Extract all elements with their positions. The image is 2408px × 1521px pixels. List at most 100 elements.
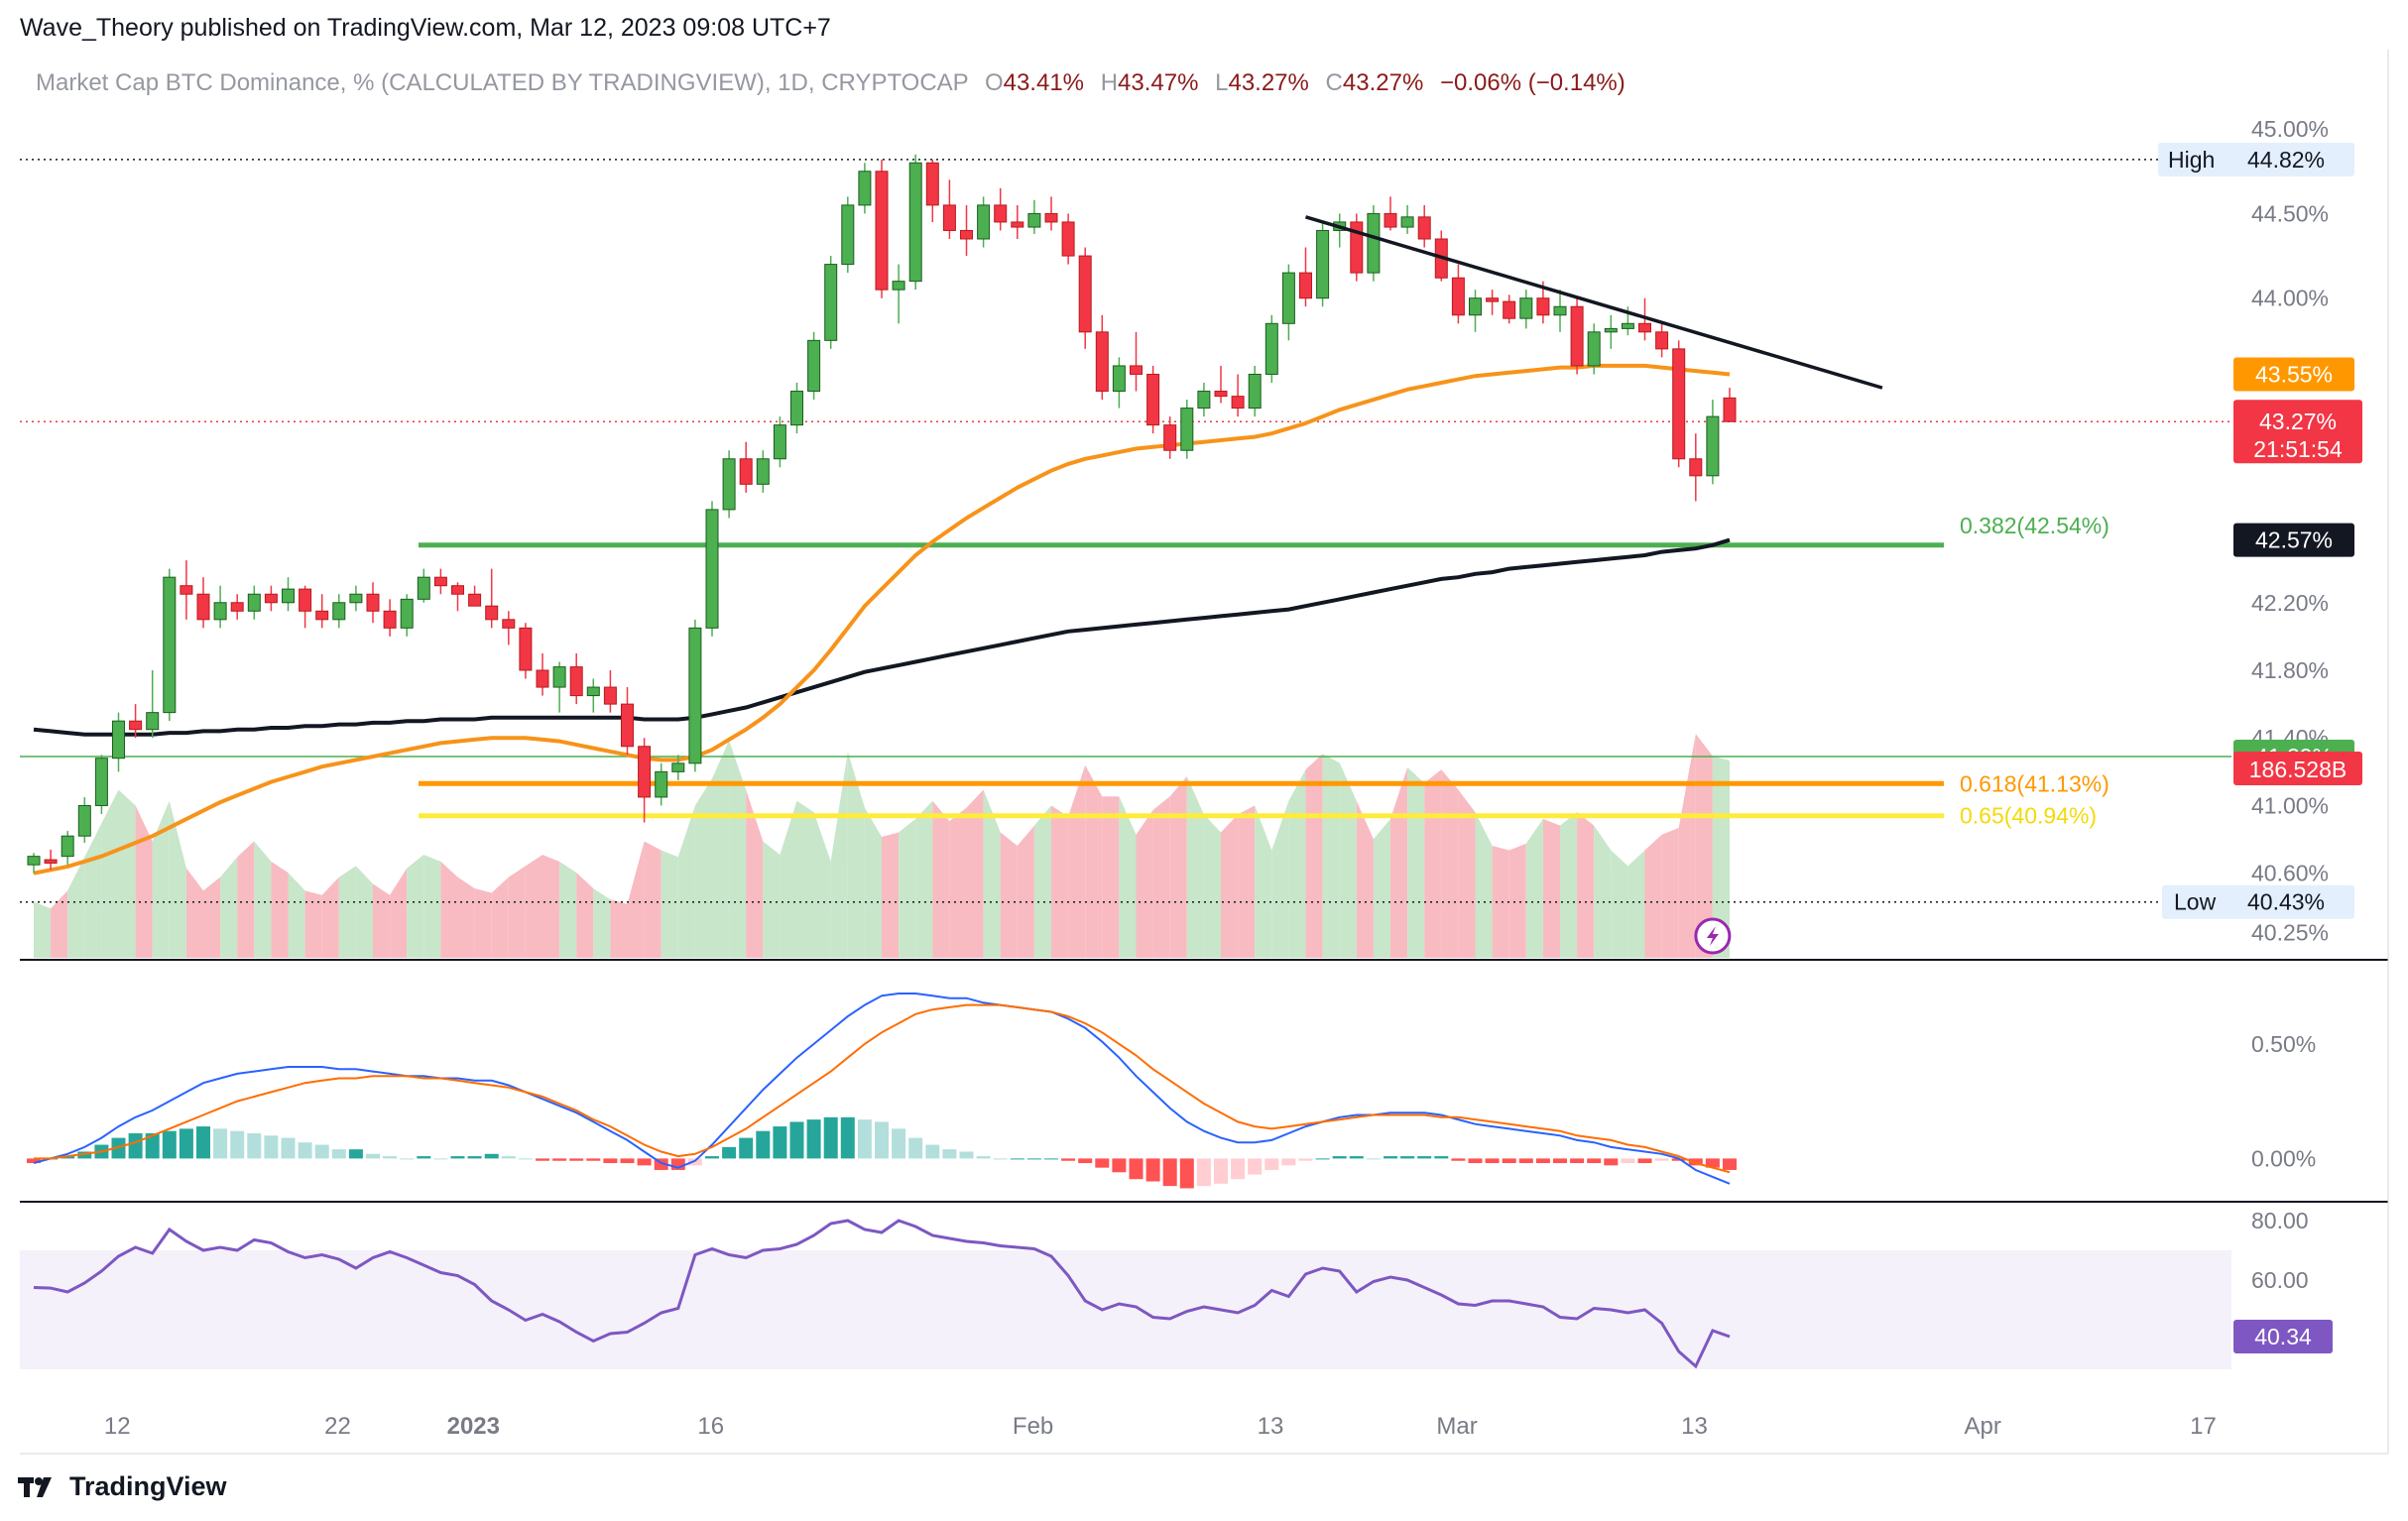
candle-body — [994, 204, 1008, 223]
candle-body — [1130, 365, 1143, 375]
volume-area — [373, 883, 391, 958]
volume-area — [1594, 825, 1612, 958]
high-label: High — [2168, 147, 2215, 173]
candle-body — [1570, 305, 1584, 367]
volume-area — [1271, 800, 1289, 958]
macd-histogram-bar — [654, 1158, 668, 1170]
volume-area — [949, 807, 967, 958]
volume-area — [169, 800, 186, 958]
candle-body — [129, 720, 143, 731]
macd-signal-line — [34, 1003, 1731, 1174]
macd-histogram-bar — [281, 1137, 296, 1159]
fast-ma-value-label-bg — [2233, 357, 2354, 392]
candle-body — [773, 424, 786, 460]
macd-histogram-bar — [1231, 1158, 1246, 1180]
candle-body — [1621, 322, 1634, 329]
fib-level-label: 0.382(42.54%) — [1960, 513, 2109, 538]
candle-body — [1095, 331, 1109, 393]
rsi-value-label-bg — [2233, 1320, 2333, 1353]
volume-area — [780, 800, 797, 958]
candle-body — [1197, 391, 1211, 410]
candle-body — [27, 856, 41, 866]
candle-body — [1044, 212, 1058, 223]
candle-body — [671, 762, 685, 772]
macd-histogram-bar — [1196, 1158, 1211, 1187]
candle-body — [1706, 415, 1720, 477]
volume-area — [1627, 850, 1645, 958]
macd-histogram-bar — [1248, 1158, 1263, 1175]
brand-name: TradingView — [69, 1471, 227, 1501]
volume-area — [813, 812, 831, 958]
macd-histogram-bar — [1129, 1158, 1144, 1180]
candle-body — [1503, 300, 1516, 319]
macd-histogram-bar — [1535, 1158, 1550, 1164]
volume-area — [1203, 814, 1221, 958]
macd-histogram-bar — [1468, 1158, 1483, 1164]
macd-histogram-bar — [1518, 1158, 1533, 1164]
candle-body — [60, 835, 74, 858]
volume-area — [1424, 769, 1442, 958]
candle-body — [586, 686, 600, 697]
candle-body — [739, 458, 753, 485]
volume-area — [644, 841, 662, 958]
candle-body — [315, 610, 329, 621]
volume-area — [84, 823, 102, 958]
volume-area — [1644, 834, 1662, 958]
high-key: H — [1100, 69, 1119, 96]
candle-body — [841, 204, 855, 266]
candle-body — [1604, 327, 1618, 333]
volume-area — [51, 890, 68, 958]
macd-histogram-bar — [128, 1132, 143, 1159]
volume-area — [1068, 764, 1086, 958]
macd-histogram-bar — [366, 1153, 380, 1159]
candle-body — [299, 588, 312, 612]
candle-body — [1536, 297, 1550, 316]
volume-area — [610, 899, 628, 958]
volume-value-label-bg — [2233, 752, 2362, 785]
time-axis-tick: 13 — [1681, 1413, 1708, 1440]
candle-body — [433, 576, 447, 587]
volume-area — [983, 789, 1001, 958]
symbol-title[interactable]: Market Cap BTC Dominance, % (CALCULATED … — [36, 69, 969, 96]
volume-area — [712, 740, 730, 958]
macd-histogram-bar — [569, 1158, 584, 1161]
volume-area — [576, 873, 594, 958]
volume-area — [627, 841, 645, 958]
volume-area — [1322, 754, 1340, 958]
macd-histogram-bar — [789, 1121, 804, 1159]
volume-area — [491, 877, 509, 958]
macd-histogram-bar — [976, 1156, 991, 1159]
volume-area — [1661, 827, 1679, 958]
candle-body — [196, 593, 210, 621]
macd-histogram-bar — [298, 1142, 312, 1159]
tradingview-footer[interactable]: TradingView — [18, 1471, 227, 1502]
volume-area — [34, 901, 52, 958]
macd-histogram-bar — [857, 1119, 872, 1159]
macd-histogram-bar — [1637, 1158, 1652, 1164]
candle-body — [1316, 229, 1330, 299]
volume-area — [1525, 818, 1543, 958]
candle-body — [1299, 272, 1312, 299]
fast-ma-value-label: 43.55% — [2255, 361, 2333, 387]
time-axis-tick: 12 — [104, 1413, 131, 1440]
macd-histogram-bar — [637, 1158, 652, 1166]
volume-area — [1238, 805, 1256, 958]
candle-body — [536, 669, 549, 688]
macd-histogram-bar — [1332, 1156, 1347, 1159]
volume-area — [271, 861, 289, 958]
volume-area — [1542, 818, 1560, 958]
candle-body — [112, 720, 125, 760]
candle-body — [942, 204, 956, 231]
fib-level-label: 0.65(40.94%) — [1960, 803, 2097, 829]
price-axis-tick: 40.25% — [2251, 919, 2329, 945]
macd-histogram-bar — [603, 1158, 618, 1164]
volume-area — [1085, 764, 1103, 958]
volume-area — [1390, 766, 1408, 958]
candle-body — [1112, 365, 1126, 393]
candle-body — [282, 588, 295, 604]
candle-body — [1367, 212, 1381, 274]
volume-area — [1288, 769, 1306, 958]
candle-body — [1689, 458, 1703, 477]
macd-histogram-bar — [1502, 1158, 1516, 1164]
